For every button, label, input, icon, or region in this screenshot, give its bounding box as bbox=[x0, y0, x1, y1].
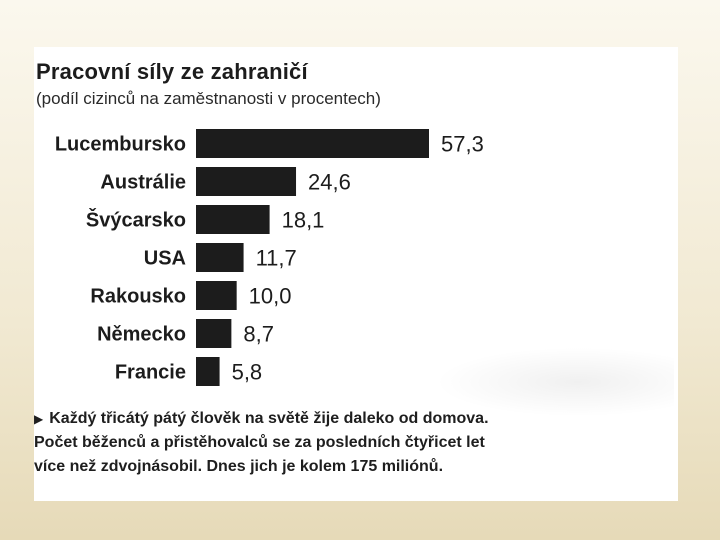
category-label: Lucembursko bbox=[55, 134, 186, 156]
footnote-line-1-text: Každý třicátý pátý člověk na světě žije … bbox=[49, 410, 489, 427]
category-label: Francie bbox=[115, 362, 186, 384]
bar bbox=[196, 205, 270, 234]
footnote-line-1: ▶ Každý třicátý pátý člověk na světě žije… bbox=[34, 407, 674, 431]
footnote: ▶ Každý třicátý pátý člověk na světě žije… bbox=[34, 407, 674, 479]
category-label: USA bbox=[144, 248, 186, 270]
chart-subtitle: (podíl cizinců na zaměstnanosti v procen… bbox=[36, 89, 381, 108]
bar-chart: Lucembursko 57,3 Austrálie 24,6 Švýcarsko 18,… bbox=[55, 129, 484, 386]
footnote-line-2: Počet běženců a přistěhovalců se za posl… bbox=[34, 434, 485, 451]
value-label: 5,8 bbox=[232, 360, 263, 385]
bar bbox=[196, 129, 429, 158]
bar bbox=[196, 357, 220, 386]
bar bbox=[196, 167, 297, 196]
category-label: Německo bbox=[97, 324, 186, 346]
bar bbox=[196, 243, 244, 272]
scanned-page: Pracovní síly ze zahraničí (podíl cizinc… bbox=[34, 47, 678, 501]
value-label: 10,0 bbox=[249, 284, 292, 309]
footnote-line-3: více než zdvojnásobil. Dnes jich je kole… bbox=[34, 458, 444, 475]
category-label: Švýcarsko bbox=[86, 208, 186, 232]
bar bbox=[196, 319, 232, 348]
value-label: 8,7 bbox=[243, 322, 274, 347]
value-label: 57,3 bbox=[441, 132, 484, 157]
triangle-bullet-icon: ▶ bbox=[34, 412, 44, 426]
category-label: Rakousko bbox=[90, 286, 186, 308]
value-label: 11,7 bbox=[256, 246, 297, 271]
bar bbox=[196, 281, 237, 310]
value-label: 18,1 bbox=[282, 208, 325, 233]
chart-title: Pracovní síly ze zahraničí bbox=[36, 59, 308, 84]
value-label: 24,6 bbox=[308, 170, 351, 195]
category-label: Austrálie bbox=[100, 172, 186, 194]
